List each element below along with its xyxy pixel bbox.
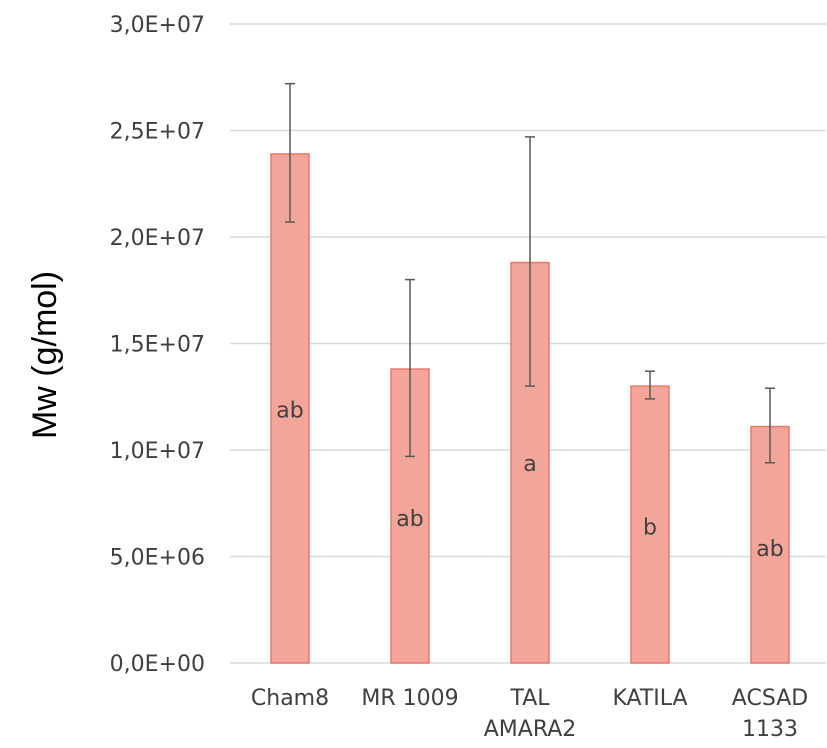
- x-tick-label-line: KATILA: [612, 686, 687, 711]
- x-tick-label: TAL AMARA2: [484, 686, 577, 742]
- x-tick-label: KATILA: [612, 686, 687, 711]
- bar-label: ab: [276, 399, 303, 424]
- x-tick-label-line: TAL: [509, 686, 550, 711]
- bar: [750, 425, 790, 664]
- y-tick-label: 5,0E+06: [110, 546, 205, 571]
- y-tick-label: 0,0E+00: [110, 652, 205, 677]
- y-tick-label: 3,0E+07: [110, 13, 205, 38]
- y-tick-label: 2,0E+07: [110, 226, 205, 251]
- x-tick-label-line: ACSAD: [732, 686, 808, 711]
- bar-label: ab: [756, 537, 783, 562]
- x-tick-label: ACSAD 1133: [732, 686, 808, 742]
- y-tick-labels: 0,0E+00 5,0E+06 1,0E+07 1,5E+07 2,0E+07 2,5E+…: [110, 13, 205, 677]
- x-tick-label: Cham8: [251, 686, 329, 711]
- y-tick-label: 2,5E+07: [110, 120, 205, 145]
- bar-label: ab: [396, 507, 423, 532]
- bar-label: b: [643, 516, 657, 541]
- x-tick-label-line: Cham8: [251, 686, 329, 711]
- bar-label: a: [523, 452, 536, 477]
- x-tick-label-line: 1133: [742, 717, 798, 742]
- bar: [270, 153, 310, 664]
- x-tick-labels: Cham8 MR 1009 TAL AMARA2 KATILA ACSAD 1133: [251, 686, 808, 742]
- y-tick-label: 1,0E+07: [110, 439, 205, 464]
- x-tick-label-line: MR 1009: [361, 686, 458, 711]
- y-axis-label: Mw (g/mol): [26, 271, 64, 439]
- x-tick-label-line: AMARA2: [484, 717, 577, 742]
- bar: [630, 385, 670, 664]
- x-tick-label: MR 1009: [361, 686, 458, 711]
- y-tick-label: 1,5E+07: [110, 333, 205, 358]
- error-bars: [285, 82, 775, 464]
